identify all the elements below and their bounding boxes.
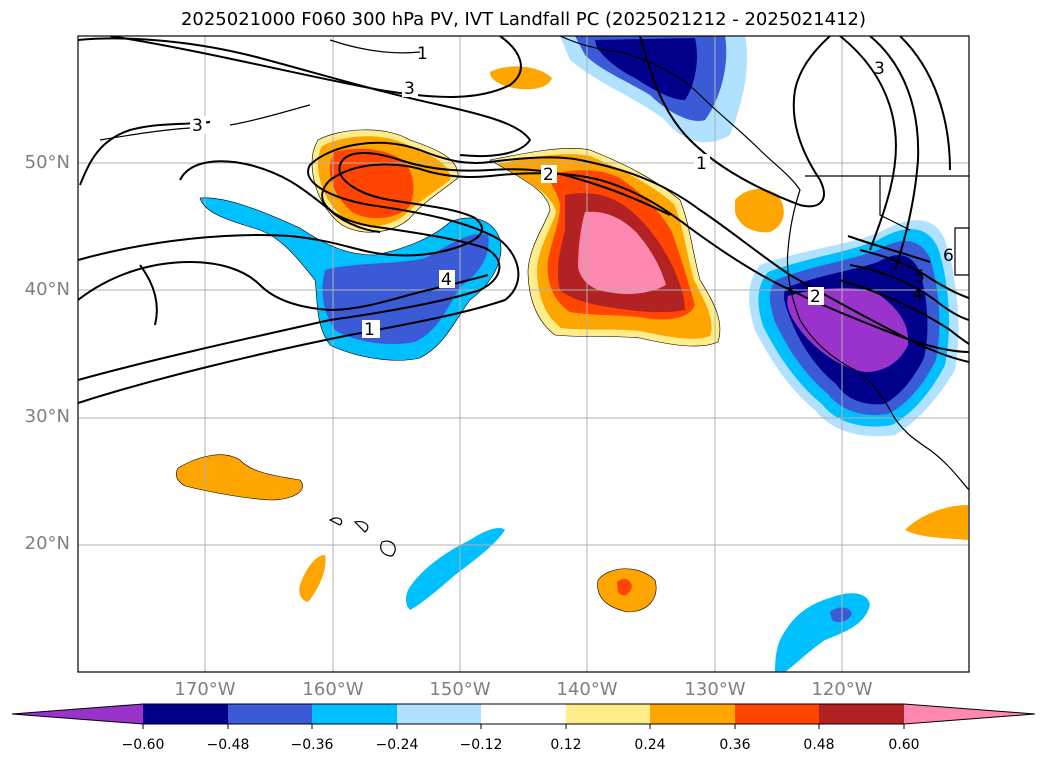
colorbar-segment <box>143 704 228 724</box>
contour-label: 4 <box>441 270 452 290</box>
latitude-label: 20°N <box>24 533 70 554</box>
colorbar-segment <box>650 704 735 724</box>
colorbar-extend-high <box>904 704 1035 724</box>
positive-anomaly-south-core <box>617 578 632 596</box>
map-title: 2025021000 F060 300 hPa PV, IVT Landfall… <box>180 9 867 30</box>
colorbar-segment <box>312 704 397 724</box>
colorbar-tick-label: −0.48 <box>206 737 250 753</box>
colorbar-tick-label: 0.12 <box>550 737 582 753</box>
contour-labels: 1 1 1 2 2 3 3 3 4 4 5 6 <box>190 44 954 340</box>
colorbar-segment <box>397 704 481 724</box>
negative-anomaly-central-core <box>322 234 489 345</box>
contour-label: 6 <box>943 246 954 266</box>
colorbar-segment <box>566 704 650 724</box>
colorbar-tick-label: 0.36 <box>719 737 751 753</box>
longitude-label: 170°W <box>174 679 236 700</box>
positive-anomaly-central-pink <box>578 211 666 294</box>
positive-anomaly-gulf <box>735 188 784 233</box>
colorbar-segment <box>735 704 819 724</box>
colorbar-segment <box>228 704 312 724</box>
longitude-label: 140°W <box>556 679 618 700</box>
colorbar-segment <box>481 704 566 724</box>
longitude-label: 120°W <box>811 679 873 700</box>
colorbar-tick-label: 0.24 <box>634 737 666 753</box>
negative-anomaly-westcoast-purple <box>787 288 909 372</box>
longitude-label: 150°W <box>429 679 491 700</box>
contour-label: 5 <box>914 267 925 287</box>
contour-label: 3 <box>192 116 203 136</box>
colorbar-tick-label: −0.24 <box>375 737 419 753</box>
latitude-label: 40°N <box>24 279 70 300</box>
colorbar-tick-label: −0.36 <box>290 737 334 753</box>
map-frame <box>77 35 970 673</box>
contour-label: 3 <box>874 59 885 79</box>
colorbar-tick-label: 0.48 <box>803 737 835 753</box>
contour-label: 1 <box>364 320 375 340</box>
colorbar <box>11 703 1036 729</box>
contour-label: 2 <box>543 165 554 185</box>
contour-label: 2 <box>810 287 821 307</box>
negative-anomaly-alaska-inner <box>595 38 697 100</box>
colorbar-extend-low <box>12 704 143 724</box>
contour-label: 1 <box>417 44 428 64</box>
longitude-label: 160°W <box>302 679 364 700</box>
positive-anomaly-hawaii-west <box>176 454 303 500</box>
latitude-label: 30°N <box>24 406 70 427</box>
positive-anomaly-east <box>905 505 968 540</box>
positive-anomaly-north <box>490 66 552 90</box>
negative-anomaly-south-east-core <box>830 607 852 622</box>
contour-label: 4 <box>912 285 923 305</box>
negative-anomaly-hawaii <box>405 528 505 610</box>
contour-label: 3 <box>404 79 415 99</box>
colorbar-tick-label: −0.60 <box>121 737 165 753</box>
colorbar-tick-label: 0.60 <box>888 737 920 753</box>
shaded-outlines <box>175 129 721 613</box>
coastlines <box>99 36 969 557</box>
latitude-label: 50°N <box>24 152 70 173</box>
longitude-label: 130°W <box>684 679 746 700</box>
colorbar-tick-label: −0.12 <box>459 737 503 753</box>
positive-anomaly-small-west <box>299 555 326 602</box>
contour-label: 1 <box>696 154 707 174</box>
gridlines <box>78 36 969 672</box>
pv-contours <box>78 36 969 404</box>
colorbar-segment <box>819 704 904 724</box>
